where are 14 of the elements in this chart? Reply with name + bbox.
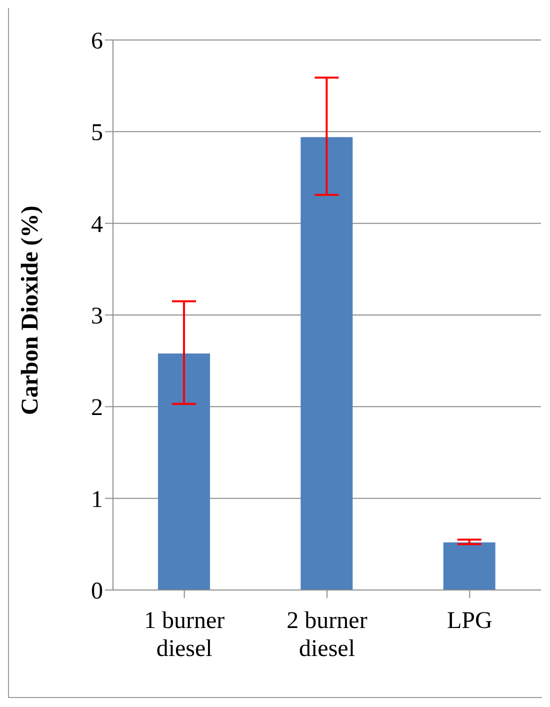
y-tick-label: 0 — [91, 578, 103, 605]
x-tick-label: 1 burner diesel — [144, 608, 225, 662]
bar — [158, 354, 210, 590]
x-tick-label: 2 burner diesel — [286, 608, 368, 662]
y-tick-label: 3 — [91, 304, 103, 330]
y-tick-label: 1 — [91, 486, 103, 513]
y-tick-label: 4 — [91, 212, 103, 238]
y-axis-title: Carbon Dioxide (%) — [18, 206, 44, 415]
x-tick-label: LPG — [446, 608, 492, 634]
bar — [300, 137, 353, 590]
y-tick-label: 5 — [91, 120, 103, 146]
bar — [443, 542, 496, 590]
y-tick-label: 6 — [91, 28, 103, 55]
y-tick-label: 2 — [91, 395, 103, 422]
